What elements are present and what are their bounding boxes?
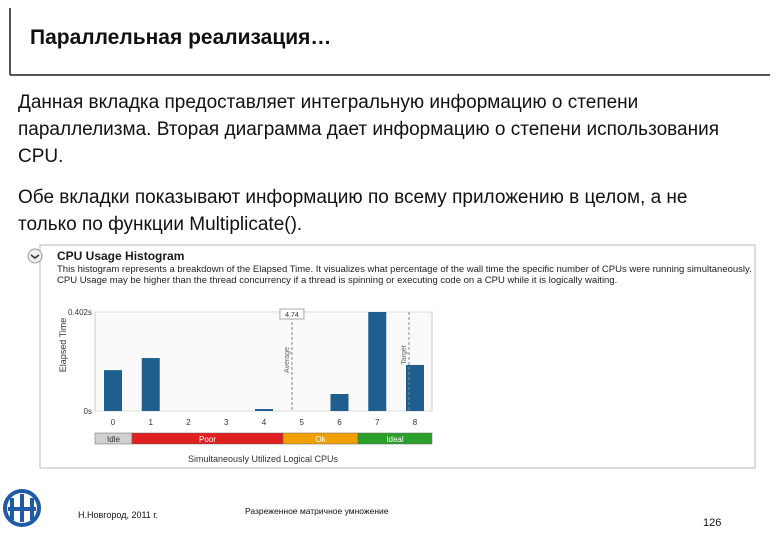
utilization-band xyxy=(357,432,433,445)
x-tick-label: 3 xyxy=(224,418,229,427)
x-tick-label: 0 xyxy=(111,418,116,427)
utilization-label: Idle xyxy=(107,435,120,444)
x-axis-label: Simultaneously Utilized Logical CPUs xyxy=(188,454,339,464)
y-axis-label: Elapsed Time xyxy=(58,318,68,373)
x-tick-label: 1 xyxy=(149,418,154,427)
slide-title: Параллельная реализация… xyxy=(30,26,332,49)
utilization-label: Ok xyxy=(315,435,326,444)
bar xyxy=(406,364,424,411)
target-label: Target xyxy=(401,345,408,365)
bar xyxy=(141,358,160,411)
collapse-chevron xyxy=(30,254,40,259)
bar xyxy=(104,370,122,411)
utilization-label: Ideal xyxy=(386,435,404,444)
x-tick-label: 4 xyxy=(262,418,267,427)
average-label: Average xyxy=(284,347,291,373)
x-tick-label: 8 xyxy=(413,418,418,427)
bar xyxy=(255,409,273,411)
chart-title: CPU Usage Histogram xyxy=(57,249,185,263)
average-box xyxy=(279,308,305,320)
footer-place: Н.Новгород, 2011 г. xyxy=(78,510,158,520)
x-tick-label: 2 xyxy=(186,418,191,427)
x-tick-label: 5 xyxy=(300,418,305,427)
x-tick-label: 7 xyxy=(375,418,380,427)
x-tick-label: 6 xyxy=(337,418,342,427)
chart-description: This histogram represents a breakdown of… xyxy=(57,264,752,286)
utilization-label: Poor xyxy=(199,435,216,444)
average-value: 4.74 xyxy=(285,312,299,319)
y-tick-label: 0.402s xyxy=(68,308,92,317)
paragraph: Данная вкладка предоставляет интегральну… xyxy=(18,92,719,167)
footer-topic: Разреженное матричное умножение xyxy=(245,506,389,516)
collapse-icon xyxy=(27,248,43,264)
bar xyxy=(330,394,349,411)
page-number: 126 xyxy=(703,517,722,529)
y-tick-label: 0s xyxy=(84,407,92,416)
paragraph: Обе вкладки показывают информацию по все… xyxy=(18,187,688,235)
bar xyxy=(368,312,387,411)
logo xyxy=(3,489,41,527)
